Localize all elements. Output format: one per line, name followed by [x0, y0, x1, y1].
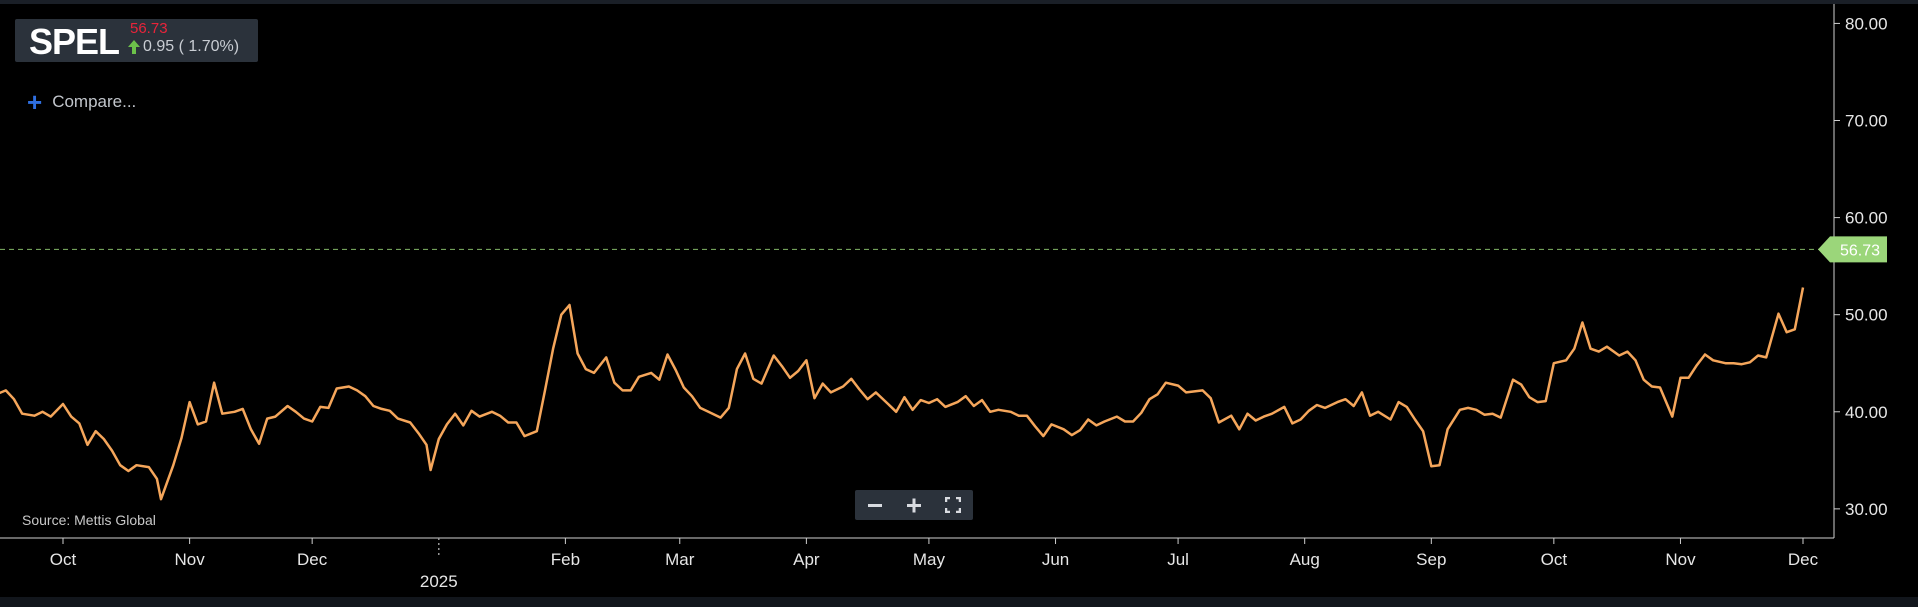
fullscreen-icon: [945, 497, 962, 513]
last-price-tag: [1818, 236, 1887, 263]
zoom-out-button[interactable]: [860, 492, 890, 518]
x-tick-label: Dec: [297, 550, 328, 569]
y-tick-label: 70.00: [1845, 112, 1888, 131]
x-tick-label: Dec: [1788, 550, 1819, 569]
fullscreen-button[interactable]: [938, 492, 968, 518]
x-tick-label: Oct: [50, 550, 77, 569]
x-tick-label: Jun: [1042, 550, 1069, 569]
top-border: [0, 0, 1918, 4]
x-tick-label: 2025: [420, 572, 458, 591]
plus-icon: +: [27, 87, 43, 117]
minus-icon: [867, 504, 882, 507]
x-tick-label: Aug: [1290, 550, 1320, 569]
plus-icon: [906, 498, 921, 513]
ticker-price: 56.73: [130, 20, 168, 37]
price-series-line: [0, 287, 1805, 501]
source-label: Source: Mettis Global: [22, 512, 156, 528]
x-tick-label: Sep: [1416, 550, 1446, 569]
zoom-controls: [855, 490, 973, 520]
ticker-symbol: SPEL: [29, 21, 120, 62]
x-tick-label: Feb: [551, 550, 580, 569]
y-tick-label: 50.00: [1845, 306, 1888, 325]
x-tick-label: Nov: [175, 550, 206, 569]
ticker-box: SPEL 56.73 0.95 ( 1.70%): [15, 19, 258, 62]
x-tick-label: Jul: [1167, 550, 1189, 569]
x-tick-label: Nov: [1665, 550, 1696, 569]
ticker-change: 0.95 ( 1.70%): [143, 38, 240, 55]
y-tick-label: 40.00: [1845, 403, 1888, 422]
compare-button[interactable]: + Compare...: [27, 87, 137, 117]
y-tick-label: 60.00: [1845, 209, 1888, 228]
bottom-border: [0, 597, 1918, 607]
x-tick-label: May: [913, 550, 946, 569]
x-tick-label: Oct: [1541, 550, 1568, 569]
compare-label: Compare...: [52, 92, 137, 111]
arrow-up-icon: [128, 40, 140, 54]
x-tick-label: Mar: [665, 550, 695, 569]
x-tick-label: Apr: [793, 550, 820, 569]
last-price-tag-label: 56.73: [1840, 242, 1880, 259]
y-tick-label: 80.00: [1845, 14, 1888, 33]
y-tick-label: 30.00: [1845, 500, 1888, 519]
ticker-change-row: 0.95 ( 1.70%): [128, 38, 239, 56]
zoom-in-button[interactable]: [899, 492, 929, 518]
